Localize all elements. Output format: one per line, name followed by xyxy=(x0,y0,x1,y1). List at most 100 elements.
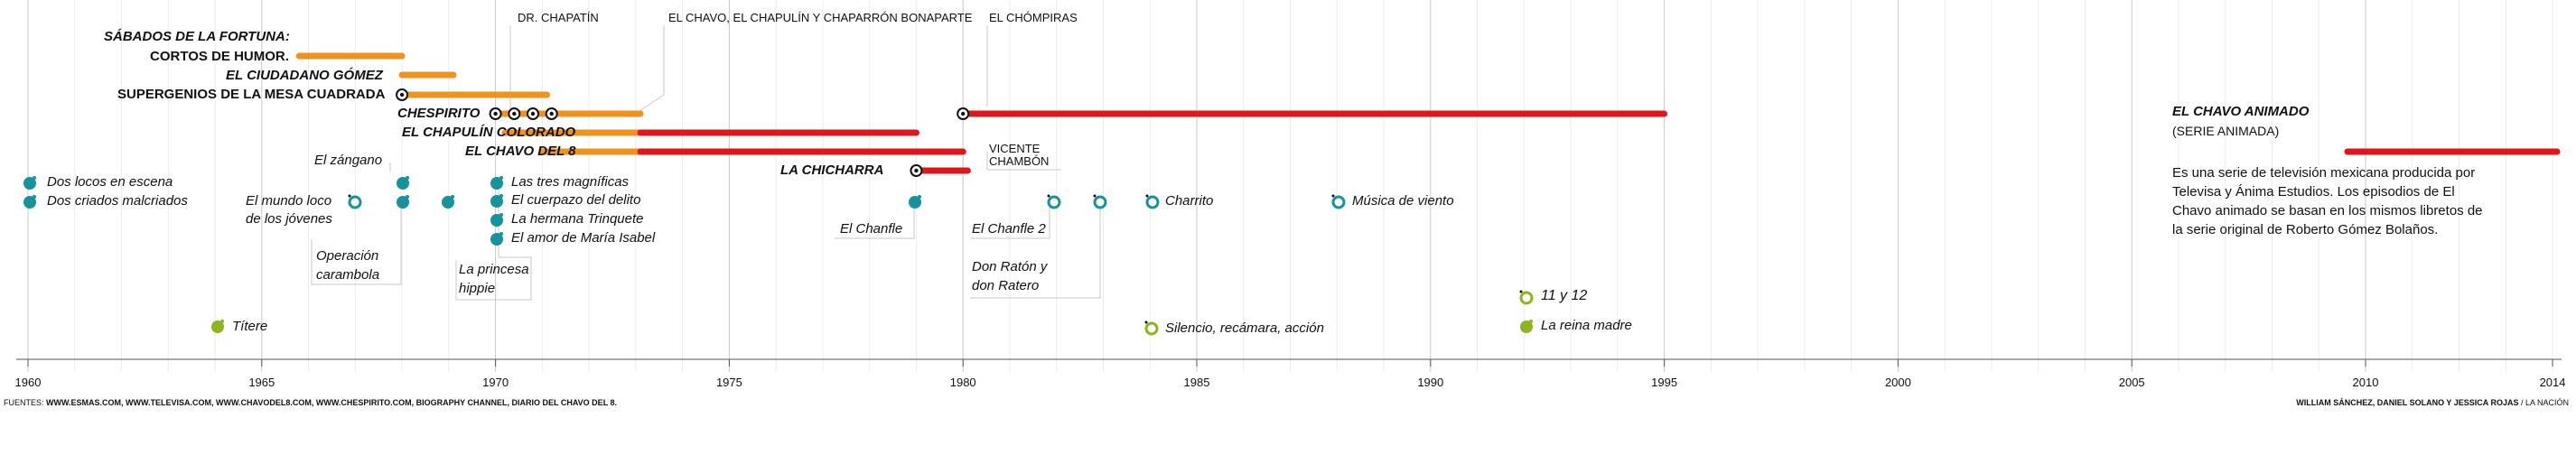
marker-4-4-dot xyxy=(961,111,966,116)
animado-desc-line-1: Es una serie de televisión mexicana prod… xyxy=(2172,165,2476,181)
icon-11-y-12-ring xyxy=(1519,291,1534,305)
icon-operacion-circle xyxy=(397,196,409,209)
icon-dos-locos-knob xyxy=(33,176,36,180)
marker-start-7 xyxy=(910,164,923,177)
film-charrito: Charrito xyxy=(1165,193,1214,209)
leader-chaparron xyxy=(636,25,665,114)
icon-musica-de-viento-ring xyxy=(1331,195,1346,209)
marker-4-3-dot xyxy=(549,111,554,116)
year-gridlines xyxy=(27,0,2553,372)
film-princesa-hippie-l1: La princesa xyxy=(459,262,529,277)
icon-cuerpazo-circle xyxy=(490,195,503,208)
axis-tick-label-1965: 1965 xyxy=(248,376,275,389)
icon-musica-de-viento-dot xyxy=(1331,194,1335,198)
icon-tres-magnificas-knob xyxy=(499,176,503,180)
show-label-chespirito: CHESPIRITO xyxy=(397,106,481,121)
footer-sources: FUENTES: WWW.ESMAS.COM, WWW.TELEVISA.COM… xyxy=(4,399,617,407)
icon-operacion xyxy=(397,195,409,209)
label-chavo-chapulin-chaparron: EL CHAVO, EL CHAPULÍN Y CHAPARRÓN BONAPA… xyxy=(668,11,973,24)
label-vicente: VICENTE xyxy=(989,142,1041,155)
icon-don-raton-ring xyxy=(1093,195,1107,209)
icon-charrito-dot xyxy=(1145,194,1149,198)
show-label-supergenios: SUPERGENIOS DE LA MESA CUADRADA xyxy=(117,87,386,102)
icon-tres-magnificas-circle xyxy=(490,177,503,190)
icon-el-chanfle-circle xyxy=(909,196,921,209)
film-icons xyxy=(23,176,1534,336)
film-el-zangano: El zángano xyxy=(314,153,383,168)
icon-mundo-loco-dot xyxy=(348,194,351,198)
label-dr-chapatin: DR. CHAPATÍN xyxy=(518,11,599,24)
icon-hermana-trinquete-circle xyxy=(490,214,503,227)
icon-dos-locos-circle xyxy=(23,177,36,190)
icon-don-raton-dot xyxy=(1093,194,1097,198)
axis-tick-label-2005: 2005 xyxy=(2119,376,2145,389)
axis-tick-label-2014: 2014 xyxy=(2540,376,2566,389)
icon-titere-circle xyxy=(211,320,224,333)
axis-tick-label-1960: 1960 xyxy=(15,376,42,389)
icon-silencio-ring xyxy=(1144,321,1159,336)
marker-4-2 xyxy=(527,107,540,120)
credits-names: WILLIAM SÁNCHEZ, DANIEL SOLANO Y JESSICA… xyxy=(2296,398,2519,407)
film-hermana-trinquete: La hermana Trinquete xyxy=(511,211,644,227)
label-chambon: CHAMBÓN xyxy=(989,154,1050,168)
icon-hermana-trinquete xyxy=(490,213,503,227)
icon-silencio xyxy=(1144,320,1159,336)
film-mundo-loco-l1: El mundo loco xyxy=(246,193,332,209)
leader-operacion xyxy=(311,206,402,285)
film-operacion-l1: Operación xyxy=(316,248,379,264)
film-mundo-loco-l2: de los jóvenes xyxy=(246,211,332,227)
icon-la-reina-madre xyxy=(1520,320,1533,333)
marker-4-0 xyxy=(489,107,502,120)
film-operacion-l2: carambola xyxy=(316,267,380,283)
film-cuerpazo: El cuerpazo del delito xyxy=(511,192,641,208)
film-el-chanfle-2: El Chanfle 2 xyxy=(972,221,1046,237)
icon-charrito xyxy=(1145,194,1160,209)
animado-subtitle: (SERIE ANIMADA) xyxy=(2172,124,2280,138)
marker-4-1 xyxy=(508,107,521,120)
icon-titere xyxy=(211,320,224,333)
credits-org: / LA NACIÓN xyxy=(2520,398,2569,407)
icon-dos-locos xyxy=(23,176,36,190)
icon-dos-criados xyxy=(23,195,36,209)
marker-4-4 xyxy=(957,107,970,120)
film-amor-maria-isabel: El amor de María Isabel xyxy=(511,230,656,246)
icon-el-zangano-knob xyxy=(406,176,409,180)
icon-el-chanfle-2-dot xyxy=(1047,194,1050,198)
film-la-reina-madre: La reina madre xyxy=(1541,318,1632,333)
icon-dos-criados-knob xyxy=(33,195,36,199)
icon-charrito-ring xyxy=(1145,195,1160,209)
icon-dos-criados-circle xyxy=(23,196,36,209)
film-dos-criados: Dos criados malcriados xyxy=(47,193,188,209)
icon-operacion-knob xyxy=(406,195,409,199)
axis-tick-label-1995: 1995 xyxy=(1651,376,1677,389)
icon-tres-magnificas xyxy=(490,176,503,190)
film-el-chanfle: El Chanfle xyxy=(840,221,903,237)
film-musica-de-viento: Música de viento xyxy=(1352,193,1454,209)
show-label-chapulin: EL CHAPULÍN COLORADO xyxy=(402,125,576,140)
film-don-raton-l2: don Ratero xyxy=(972,278,1040,293)
show-label-chicharra: LA CHICHARRA xyxy=(780,162,884,178)
icon-el-zangano-circle xyxy=(397,177,409,190)
icon-el-chanfle-knob xyxy=(918,195,921,199)
icon-cuerpazo xyxy=(490,194,503,208)
marker-start-3 xyxy=(396,88,409,101)
label-el-chompiras: EL CHÓMPIRAS xyxy=(989,11,1078,24)
icon-11-y-12-dot xyxy=(1519,290,1523,293)
year-axis: 1960 1965 1970 1975 1980 1985 1990 1995 2000 2005… xyxy=(15,358,2566,389)
show-label-ciudadano-gomez: EL CIUDADANO GÓMEZ xyxy=(226,68,383,83)
icon-el-chanfle xyxy=(909,195,921,209)
film-princesa-hippie-l2: hippie xyxy=(459,281,496,296)
animado-title: EL CHAVO ANIMADO xyxy=(2172,104,2310,119)
film-titere: Títere xyxy=(232,319,268,334)
icon-el-zangano xyxy=(397,176,409,190)
marker-4-3 xyxy=(545,107,558,120)
marker-start-7-dot xyxy=(914,168,919,173)
axis-tick-label-1985: 1985 xyxy=(1184,376,1210,389)
icon-hermana-trinquete-knob xyxy=(499,213,503,217)
axis-tick-label-1980: 1980 xyxy=(950,376,976,389)
axis-tick-label-1990: 1990 xyxy=(1417,376,1443,389)
icon-amor-maria-isabel-knob xyxy=(499,232,503,236)
axis-tick-label-2010: 2010 xyxy=(2353,376,2379,389)
icon-cuerpazo-knob xyxy=(499,194,503,198)
